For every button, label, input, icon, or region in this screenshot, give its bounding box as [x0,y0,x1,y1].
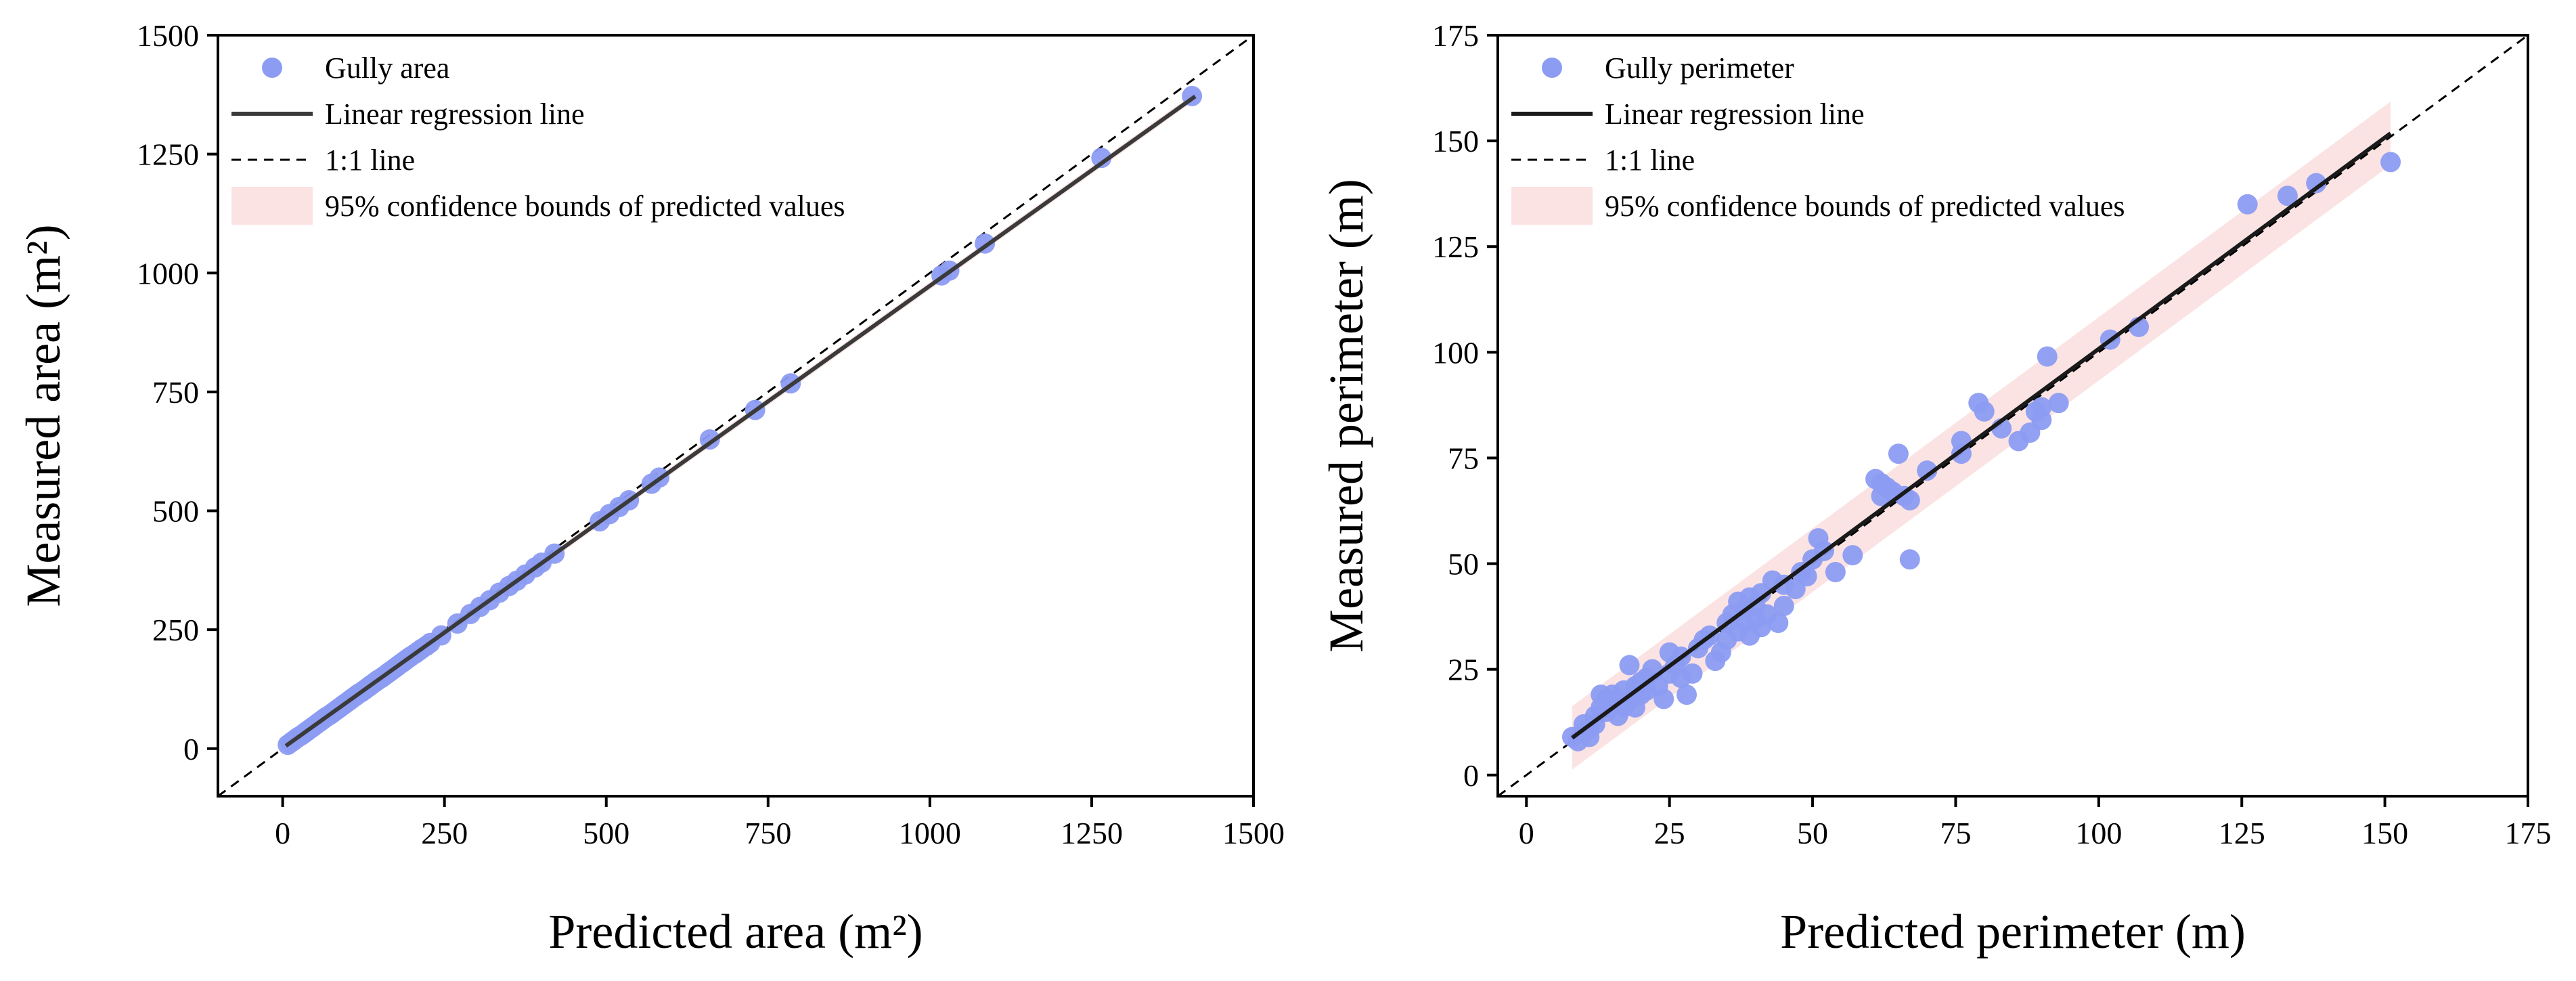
y-tick-label: 0 [1463,758,1479,793]
y-tick-label: 1250 [137,137,199,172]
x-axis-label-area: Predicted area (m²) [548,904,923,959]
legend-perimeter: Gully perimeter Linear regression line 1:1… [1511,51,2125,225]
x-tick-label: 100 [2075,816,2122,850]
data-point [1888,443,1909,464]
data-point [1825,562,1846,583]
data-point [1676,684,1697,705]
legend-label: Gully perimeter [1605,51,1794,85]
x-tick-label: 0 [1519,816,1534,850]
legend-area: Gully area Linear regression line 1:1 line… [231,51,845,225]
x-tick-label: 175 [2505,816,2552,850]
legend-label: 95% confidence bounds of predicted value… [325,190,845,223]
x-tick-label: 500 [583,816,629,850]
y-tick-label: 1000 [137,256,199,290]
regression-line-perimeter [1571,131,2392,740]
data-point [1796,566,1817,587]
y-tick-label: 500 [152,494,199,529]
data-point [2380,152,2401,173]
y-tick-label: 125 [1432,230,1479,264]
data-point [2048,393,2069,414]
data-point [1768,612,1789,633]
x-tick-label: 750 [745,816,791,850]
data-point [1899,549,1920,570]
legend-symbol-band [231,187,313,225]
data-point [1899,489,1920,510]
y-tick-label: 50 [1448,547,1479,582]
y-tick-label: 750 [152,375,199,410]
y-tick-label: 1500 [137,18,199,53]
y-axis-ticks-area: 0 250 500 750 1000 1250 1500 [137,18,218,766]
x-tick-label: 75 [1940,816,1971,850]
data-point [2031,397,2052,418]
plot-frame-perimeter [1496,34,2529,798]
data-point [1619,655,1640,676]
legend-label: 95% confidence bounds of predicted value… [1605,190,2125,223]
data-point [2277,186,2298,206]
y-tick-label: 0 [183,732,199,766]
regression-line-area [284,94,1197,748]
x-tick-label: 250 [421,816,468,850]
y-tick-label: 250 [152,613,199,647]
data-point [1974,401,1995,422]
x-tick-label: 25 [1654,816,1685,850]
data-point [2237,194,2258,215]
x-tick-label: 50 [1797,816,1828,850]
x-tick-label: 125 [2219,816,2265,850]
x-tick-label: 1000 [899,816,961,850]
data-point [1653,689,1674,710]
x-tick-label: 150 [2361,816,2408,850]
data-point [1773,596,1794,616]
x-tick-label: 0 [275,816,290,850]
legend-symbol-band [1511,187,1593,225]
data-point [2037,346,2058,367]
y-axis-label-area: Measured area (m²) [16,224,70,607]
data-point [2306,173,2327,194]
legend-label: 1:1 line [325,144,415,177]
legend-label: Gully area [325,51,449,85]
y-axis-label-perimeter: Measured perimeter (m) [1319,179,1373,653]
legend-label: Linear regression line [1605,97,1865,131]
legend-symbol-point [262,58,282,78]
y-tick-label: 175 [1432,18,1479,53]
data-point [1842,545,1863,566]
plot-frame-area [217,34,1255,798]
y-axis-ticks-perimeter: 0 25 50 75 100 125 150 175 [1432,18,1498,793]
legend-symbol-point [1542,58,1562,78]
data-point [1917,460,1938,481]
y-tick-label: 25 [1448,653,1479,687]
legend-label: Linear regression line [325,97,585,131]
panel-area: 0 250 500 750 1000 1250 1500 0 250 500 750 1000 125… [16,18,1285,959]
y-tick-label: 75 [1448,441,1479,475]
panel-perimeter: 0 25 50 75 100 125 150 175 0255075100125150175 … [1319,18,2552,959]
x-axis-ticks-perimeter: 0 25 50 75 100 125 150 175 [1519,796,2552,850]
legend-label: 1:1 line [1605,144,1695,177]
x-axis-label-perimeter: Predicted perimeter (m) [1780,904,2246,959]
y-tick-label: 100 [1432,335,1479,370]
data-point [1682,663,1703,684]
x-tick-label: 1250 [1061,816,1123,850]
x-axis-ticks-area: 0 250 500 750 1000 1250 1500 [275,796,1285,850]
x-tick-label: 1500 [1222,816,1285,850]
y-tick-label: 150 [1432,124,1479,158]
data-point [1091,148,1112,169]
